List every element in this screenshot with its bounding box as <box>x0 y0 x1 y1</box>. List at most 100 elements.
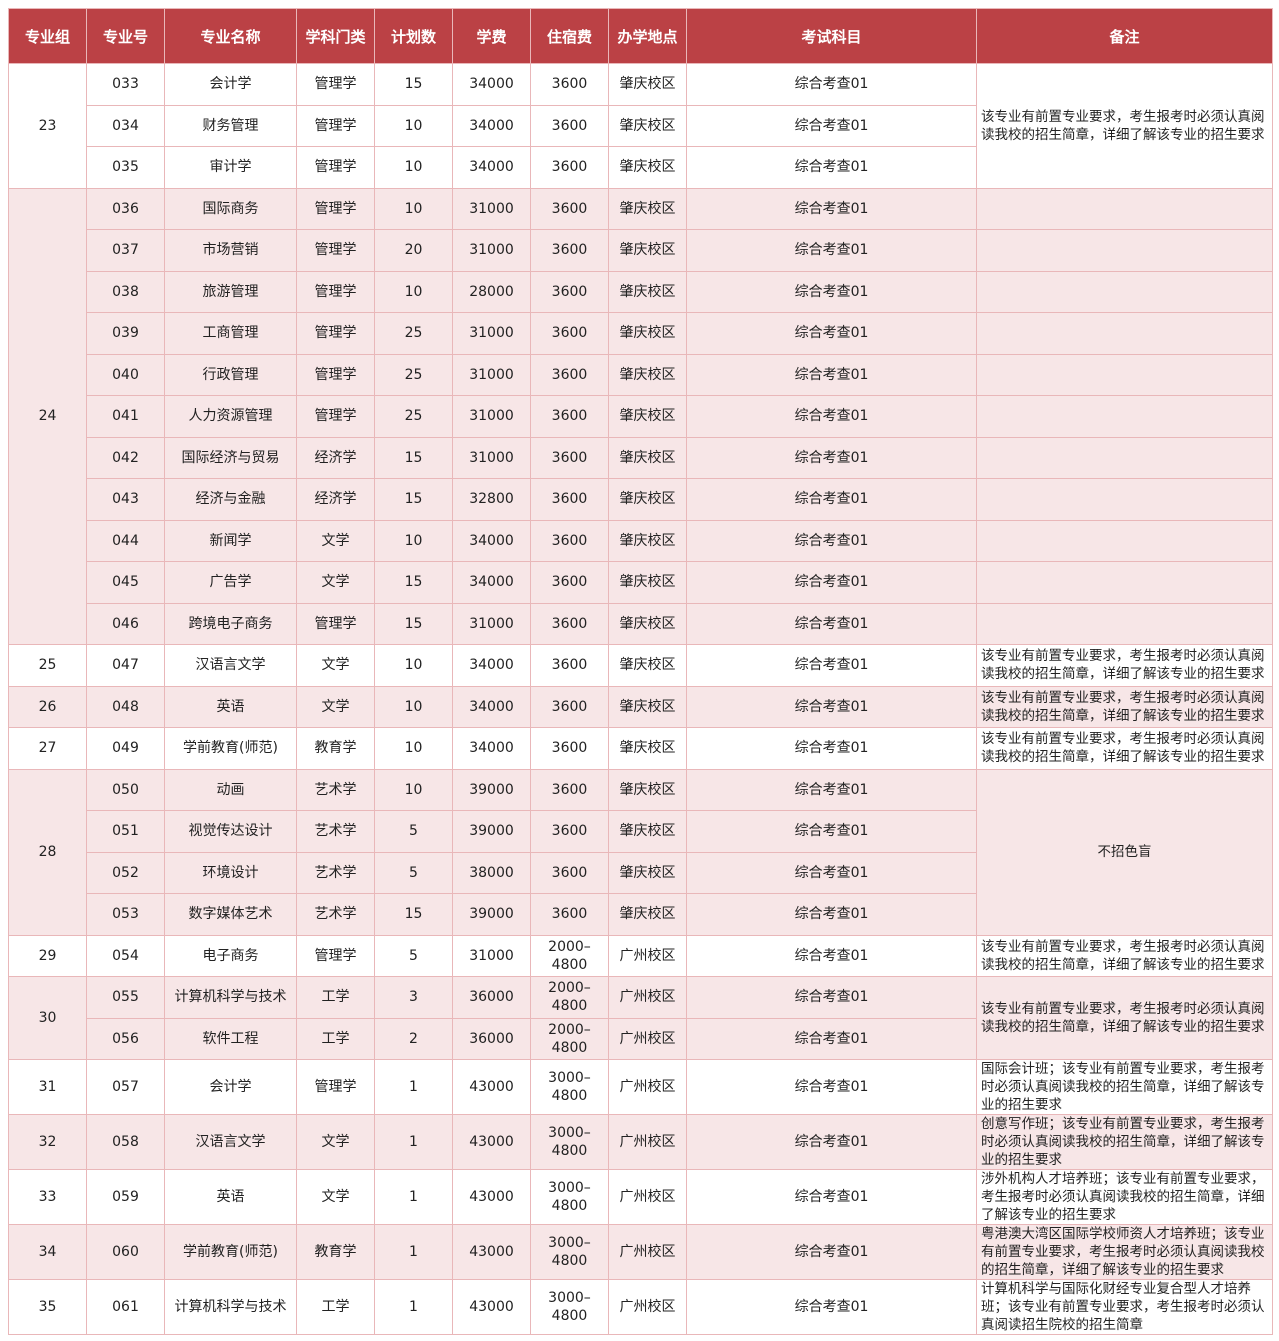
major-name: 会计学 <box>164 63 297 106</box>
tuition: 34000 <box>452 146 531 189</box>
lodging-fee: 3600 <box>530 685 609 728</box>
remark: 该专业有前置专业要求，考生报考时必须认真阅读我校的招生简章，详细了解该专业的招生… <box>976 934 1273 977</box>
subject-category: 经济学 <box>296 436 375 479</box>
exam-subject: 综合考查01 <box>686 602 977 645</box>
table-row: 23 033 会计学 管理学 15 34000 3600 肇庆校区 综合考查01 该专业有前置专业… <box>8 63 1273 189</box>
table-row: 043 经济与金融 经济学 15 32800 3600 肇庆校区 综合考查01 <box>9 478 1273 521</box>
table-row: 039 工商管理 管理学 25 31000 3600 肇庆校区 综合考查01 <box>9 312 1273 355</box>
major-name: 财务管理 <box>164 104 297 147</box>
exam-subject: 综合考查01 <box>686 478 977 521</box>
subject-category: 管理学 <box>296 187 375 230</box>
tuition: 36000 <box>452 1017 531 1060</box>
tuition: 31000 <box>452 602 531 645</box>
subject-category: 教育学 <box>296 1224 375 1280</box>
lodging-fee: 3600 <box>530 561 609 604</box>
exam-subject: 综合考查01 <box>686 685 977 728</box>
remark: 该专业有前置专业要求，考生报考时必须认真阅读我校的招生简章，详细了解该专业的招生… <box>976 63 1273 189</box>
plan-count: 25 <box>374 353 453 396</box>
exam-subject: 综合考查01 <box>686 1279 977 1335</box>
major-code: 043 <box>86 478 165 521</box>
major-name: 国际经济与贸易 <box>164 436 297 479</box>
major-code: 059 <box>86 1169 165 1225</box>
major-code: 040 <box>86 353 165 396</box>
exam-subject: 综合考查01 <box>686 312 977 355</box>
plan-count: 25 <box>374 395 453 438</box>
lodging-fee: 3600 <box>530 644 609 687</box>
campus: 肇庆校区 <box>608 187 687 230</box>
plan-count: 10 <box>374 104 453 147</box>
campus: 肇庆校区 <box>608 478 687 521</box>
major-name: 汉语言文学 <box>164 1114 297 1170</box>
plan-count: 15 <box>374 63 453 106</box>
campus: 肇庆校区 <box>608 561 687 604</box>
campus: 广州校区 <box>608 1114 687 1170</box>
major-name: 行政管理 <box>164 353 297 396</box>
major-code: 053 <box>86 893 165 936</box>
plan-count: 15 <box>374 478 453 521</box>
table-row: 31 057 会计学 管理学 1 43000 3000–4800 广州校区 综合考查01 国际会计… <box>8 1059 1273 1115</box>
major-name: 国际商务 <box>164 187 297 230</box>
campus: 广州校区 <box>608 1017 687 1060</box>
tuition: 34000 <box>452 104 531 147</box>
exam-subject: 综合考查01 <box>686 104 977 147</box>
table-row: 33 059 英语 文学 1 43000 3000–4800 广州校区 综合考查01 涉外机构人才… <box>8 1169 1273 1225</box>
subject-category: 管理学 <box>296 270 375 313</box>
plan-count: 1 <box>374 1114 453 1170</box>
table-row: 28 050 动画 艺术学 10 39000 3600 肇庆校区 综合考查01 不招色盲 <box>8 768 1273 936</box>
subject-category: 工学 <box>296 976 375 1019</box>
major-code: 061 <box>86 1279 165 1335</box>
major-code: 050 <box>86 768 165 811</box>
plan-count: 1 <box>374 1224 453 1280</box>
campus: 广州校区 <box>608 1169 687 1225</box>
group-number: 33 <box>8 1169 87 1225</box>
plan-count: 15 <box>374 561 453 604</box>
lodging-fee: 2000–4800 <box>530 976 609 1019</box>
campus: 肇庆校区 <box>608 63 687 106</box>
remark <box>976 270 1273 313</box>
table-row: 034 财务管理 管理学 10 34000 3600 肇庆校区 综合考查01 <box>9 104 1273 147</box>
table-row: 29 054 电子商务 管理学 5 31000 2000–4800 广州校区 综合考查01 该专业… <box>8 934 1273 977</box>
subject-category: 管理学 <box>296 229 375 272</box>
tuition: 43000 <box>452 1279 531 1335</box>
tuition: 39000 <box>452 810 531 853</box>
group-number: 26 <box>8 685 87 728</box>
subject-category: 管理学 <box>296 353 375 396</box>
remark <box>976 187 1273 230</box>
lodging-fee: 3000–4800 <box>530 1279 609 1335</box>
plan-count: 5 <box>374 851 453 894</box>
table-body: 23 033 会计学 管理学 15 34000 3600 肇庆校区 综合考查01 该专业有前置专业… <box>8 63 1273 1335</box>
header-category: 学科门类 <box>296 8 375 64</box>
major-name: 跨境电子商务 <box>164 602 297 645</box>
plan-count: 10 <box>374 644 453 687</box>
tuition: 38000 <box>452 851 531 894</box>
table-row: 32 058 汉语言文学 文学 1 43000 3000–4800 广州校区 综合考查01 创意写… <box>8 1114 1273 1170</box>
remark: 创意写作班；该专业有前置专业要求，考生报考时必须认真阅读我校的招生简章，详细了解… <box>976 1114 1273 1170</box>
campus: 肇庆校区 <box>608 851 687 894</box>
header-remark: 备注 <box>976 8 1273 64</box>
major-code: 033 <box>86 63 165 106</box>
campus: 肇庆校区 <box>608 270 687 313</box>
remark <box>976 229 1273 272</box>
tuition: 31000 <box>452 436 531 479</box>
subject-category: 管理学 <box>296 63 375 106</box>
exam-subject: 综合考查01 <box>686 63 977 106</box>
remark: 不招色盲 <box>976 768 1273 936</box>
major-code: 038 <box>86 270 165 313</box>
exam-subject: 综合考查01 <box>686 727 977 770</box>
lodging-fee: 3600 <box>530 810 609 853</box>
group-number: 23 <box>8 63 87 189</box>
lodging-fee: 3600 <box>530 768 609 811</box>
major-code: 060 <box>86 1224 165 1280</box>
major-code: 037 <box>86 229 165 272</box>
header-row: 专业组 专业号 专业名称 学科门类 计划数 学费 住宿费 办学地点 考试科目 备… <box>8 8 1273 64</box>
subject-category: 管理学 <box>296 312 375 355</box>
major-code: 049 <box>86 727 165 770</box>
exam-subject: 综合考查01 <box>686 976 977 1019</box>
exam-subject: 综合考查01 <box>686 519 977 562</box>
lodging-fee: 3000–4800 <box>530 1169 609 1225</box>
major-code: 057 <box>86 1059 165 1115</box>
tuition: 34000 <box>452 644 531 687</box>
campus: 肇庆校区 <box>608 229 687 272</box>
campus: 肇庆校区 <box>608 436 687 479</box>
lodging-fee: 3600 <box>530 851 609 894</box>
